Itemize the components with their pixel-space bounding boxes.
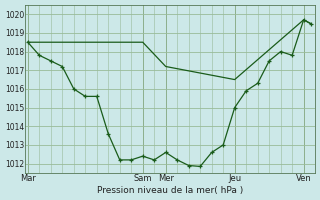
- X-axis label: Pression niveau de la mer( hPa ): Pression niveau de la mer( hPa ): [97, 186, 244, 195]
